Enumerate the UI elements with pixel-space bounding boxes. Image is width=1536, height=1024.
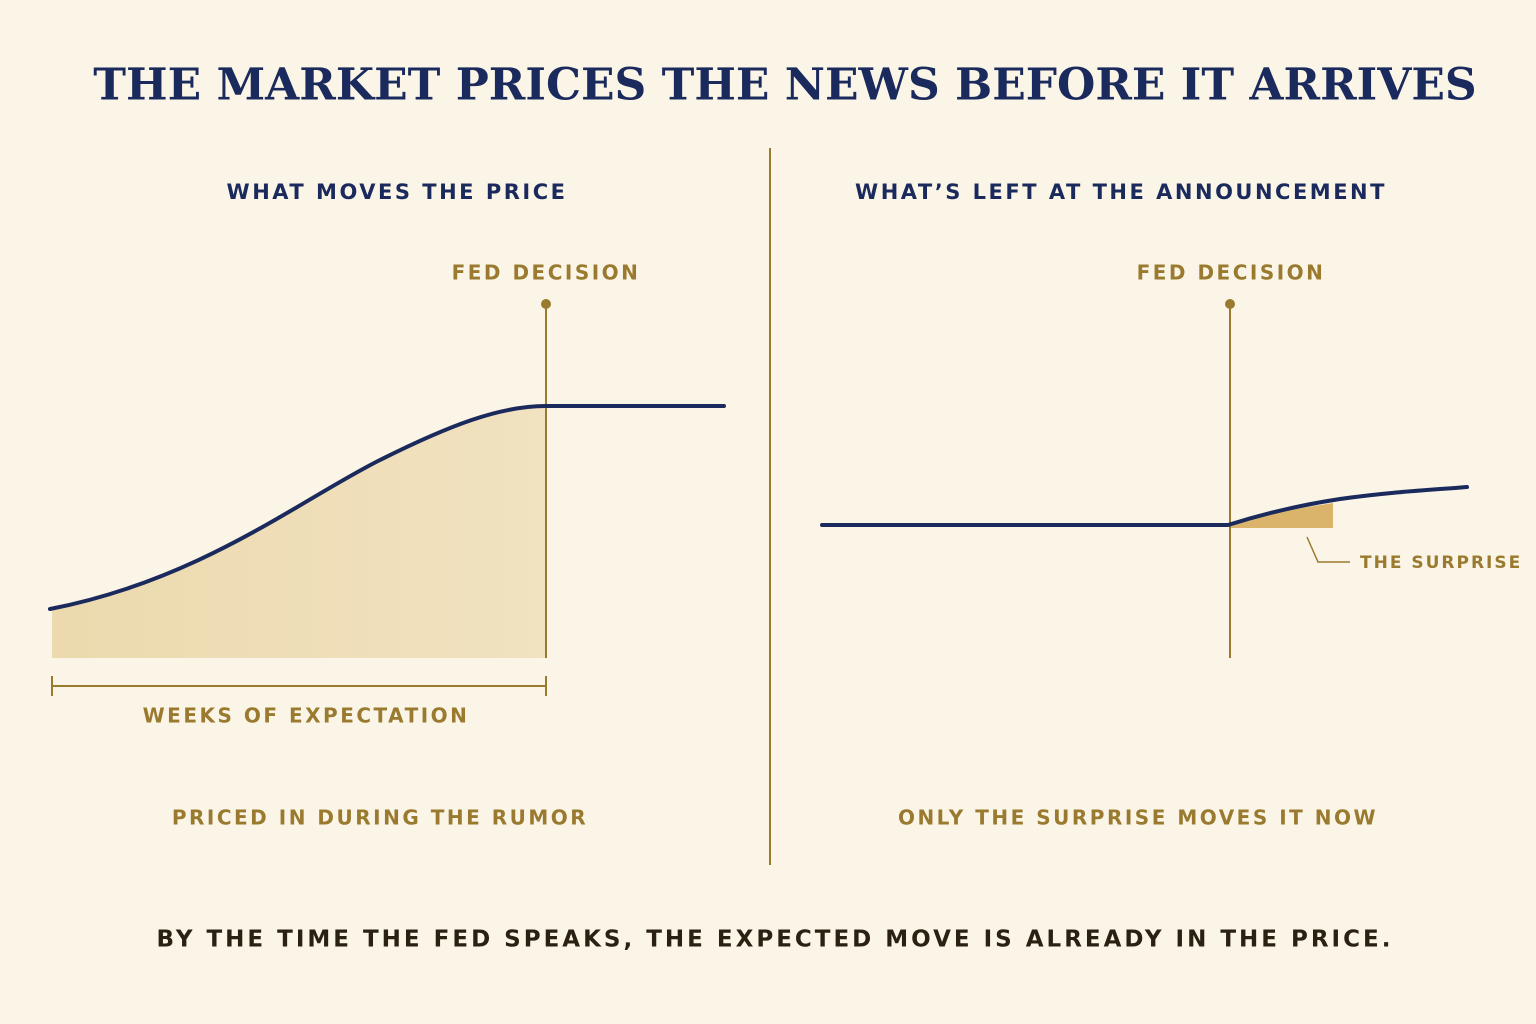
price-line	[48, 404, 726, 611]
priced-in-area	[52, 406, 546, 658]
footer: BY THE TIME THE FED SPEAKS, THE EXPECTED…	[157, 927, 1394, 953]
span-bracket	[51, 676, 547, 696]
panel-caption: PRICED IN DURING THE RUMOR	[172, 806, 588, 830]
panel-heading: WHAT’S LEFT AT THE ANNOUNCEMENT	[855, 180, 1387, 204]
title: THE MARKET PRICES THE NEWS BEFORE IT ARR…	[93, 60, 1476, 111]
marker-dot	[541, 299, 551, 309]
marker-dot	[1225, 299, 1235, 309]
span-label: WEEKS OF EXPECTATION	[143, 704, 470, 728]
panel-caption: ONLY THE SURPRISE MOVES IT NOW	[898, 806, 1378, 830]
callout-line	[1306, 536, 1350, 563]
price-line	[820, 485, 1469, 527]
panel-heading: WHAT MOVES THE PRICE	[227, 180, 568, 204]
callout-label: THE SURPRISE	[1360, 553, 1522, 573]
marker-label: FED DECISION	[1137, 261, 1326, 285]
marker-label: FED DECISION	[452, 261, 641, 285]
surprise-area	[1230, 503, 1333, 528]
